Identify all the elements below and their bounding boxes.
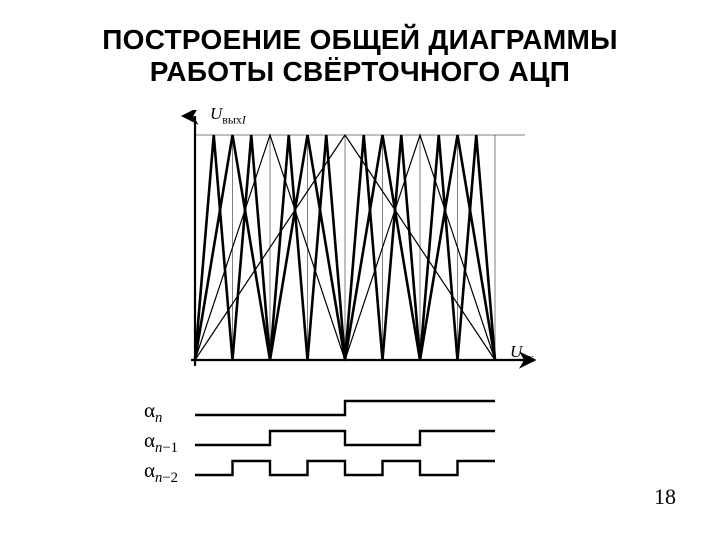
y-axis-label: UвыхI xyxy=(210,104,246,127)
title-line-2: РАБОТЫ СВЁРТОЧНОГО АЦП xyxy=(150,56,570,87)
bit-label: αn−2 xyxy=(144,458,178,487)
folding-chart: UвыхI Uвх xyxy=(175,110,545,380)
digital-output-svg xyxy=(140,395,560,505)
slide-title: ПОСТРОЕНИЕ ОБЩЕЙ ДИАГРАММЫ РАБОТЫ СВЁРТО… xyxy=(0,24,720,88)
bit-label: αn−1 xyxy=(144,428,178,457)
folding-chart-svg xyxy=(175,110,545,380)
x-axis-label: Uвх xyxy=(510,342,534,365)
digital-output: αnαn−1αn−2 xyxy=(140,395,560,505)
bit-label: αn xyxy=(144,398,162,427)
title-line-1: ПОСТРОЕНИЕ ОБЩЕЙ ДИАГРАММЫ xyxy=(102,24,618,55)
page-number: 18 xyxy=(654,484,676,510)
